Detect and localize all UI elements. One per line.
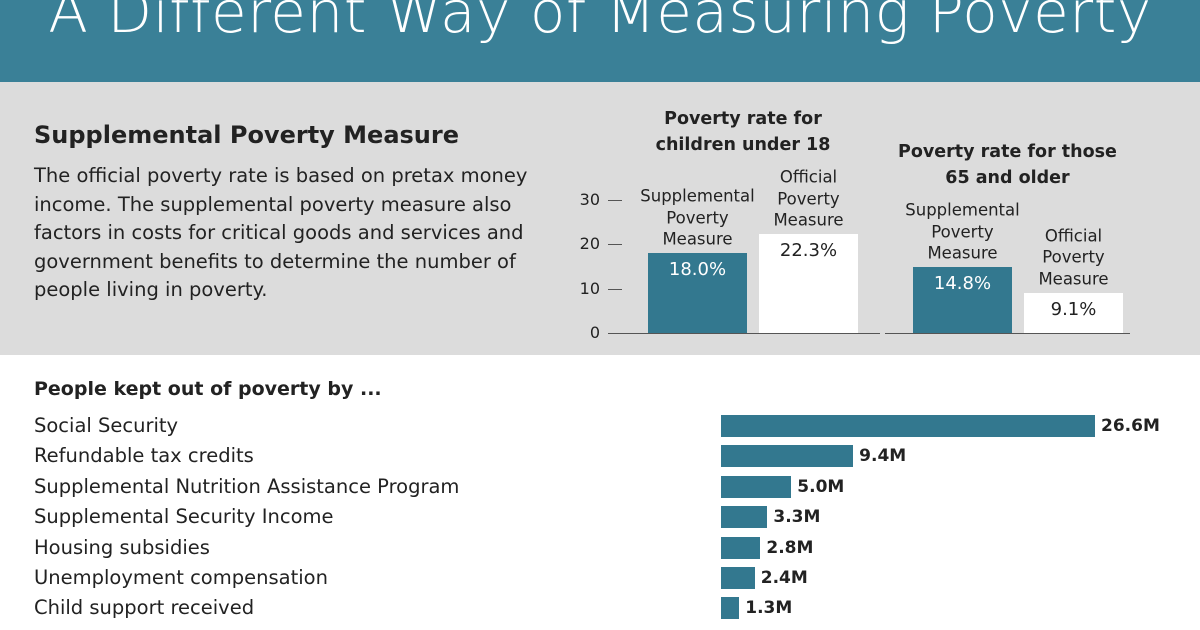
category-label: Official Poverty Measure — [773, 167, 844, 230]
category-label: Refundable tax credits — [34, 444, 254, 468]
bar — [721, 536, 761, 559]
value-label: 18.0% — [668, 259, 727, 281]
bar — [913, 267, 1012, 333]
value-label: 26.6M — [1101, 416, 1160, 436]
category-label: Housing subsidies — [34, 535, 210, 559]
category-label: Child support received — [34, 596, 255, 620]
value-label: 2.8M — [766, 537, 814, 558]
y-tick — [608, 333, 622, 334]
value-label: 22.3% — [779, 240, 838, 262]
intro-text: The official poverty rate is based on pr… — [34, 164, 528, 301]
value-label: 14.8% — [933, 273, 992, 295]
baseline — [885, 333, 1130, 334]
y-tick — [608, 200, 622, 201]
y-tick-label: 10 — [579, 278, 600, 298]
chart-title: People kept out of poverty by ... — [34, 378, 382, 400]
header: A Different Way of Measuring Poverty — [0, 0, 1200, 82]
y-tick-label: 0 — [589, 323, 600, 342]
bar — [721, 415, 1095, 437]
bar — [759, 234, 858, 333]
panel-title: Poverty rate for those 65 and older — [898, 142, 1117, 188]
y-tick-label: 30 — [579, 190, 600, 209]
category-label: Supplemental Poverty Measure — [640, 186, 755, 249]
category-label: Supplemental Nutrition Assistance Progra… — [34, 474, 460, 498]
value-label: 9.1% — [1050, 298, 1097, 320]
category-label: Official Poverty Measure — [1038, 226, 1109, 289]
value-label: 1.3M — [745, 598, 793, 619]
bar — [721, 597, 740, 620]
bar — [648, 253, 747, 333]
y-tick — [608, 244, 622, 246]
intro-heading: Supplemental Poverty Measure — [34, 121, 460, 149]
y-tick — [608, 288, 622, 290]
value-label: 9.4M — [859, 446, 907, 467]
value-label: 5.0M — [797, 476, 845, 497]
bar — [721, 445, 854, 468]
bar — [721, 506, 768, 529]
category-label: Unemployment compensation — [34, 566, 328, 589]
category-label: Supplemental Poverty Measure — [905, 200, 1020, 263]
bar — [721, 567, 755, 589]
category-label: Supplemental Security Income — [34, 505, 334, 529]
value-label: 2.4M — [760, 568, 808, 588]
baseline — [620, 333, 880, 334]
bar — [721, 475, 792, 498]
value-label: 3.3M — [773, 507, 821, 528]
panel-title: Poverty rate for children under 18 — [655, 109, 831, 155]
category-label: Social Security — [34, 414, 179, 437]
bar — [1024, 292, 1123, 333]
y-tick-label: 20 — [579, 234, 600, 254]
page-title: A Different Way of Measuring Poverty — [48, 0, 1152, 46]
